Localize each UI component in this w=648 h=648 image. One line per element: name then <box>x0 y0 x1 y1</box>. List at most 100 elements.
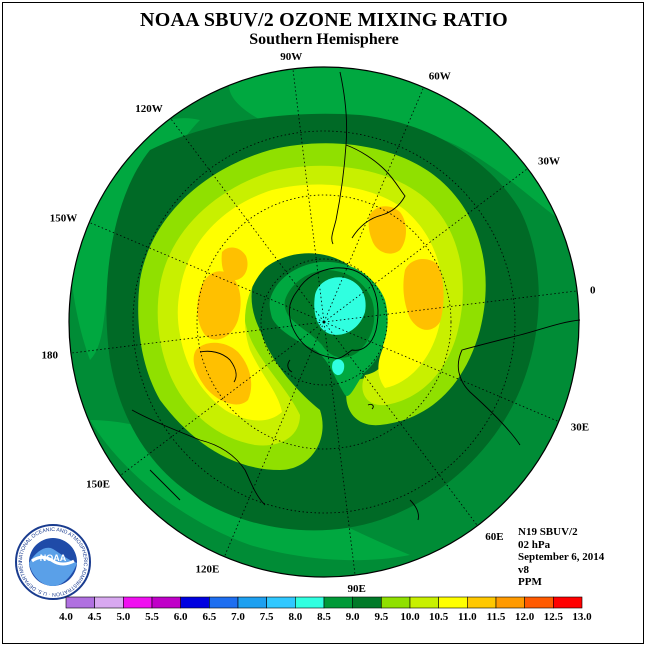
orange-patch-4 <box>368 206 406 254</box>
colorbar-label: 4.0 <box>59 611 73 623</box>
meridian-line <box>323 321 559 423</box>
cyan-core <box>314 277 366 335</box>
meridian-line <box>323 168 528 323</box>
coastline-indian-ocean-islands <box>367 403 419 521</box>
colorbar-box <box>495 596 525 609</box>
colorbar-box <box>553 596 583 609</box>
meridian-line <box>323 321 356 576</box>
meridian-line <box>170 118 325 323</box>
meridian-line <box>223 321 325 557</box>
meridian-line <box>323 321 478 526</box>
colorbar-boxes <box>65 596 583 609</box>
longitude-label: 120W <box>135 103 163 115</box>
colorbar-label: 12.0 <box>515 611 535 623</box>
chart-subtitle: Southern Hemisphere <box>249 31 399 48</box>
colorbar-labels: 4.0 4.5 5.0 5.5 6.0 6.5 7.0 7.5 8.0 8.5 9.0 9.5 10.0… <box>59 611 592 623</box>
colorbar-box <box>524 596 554 609</box>
latitude-circle-50 <box>196 194 452 450</box>
colorbar-label: 8.0 <box>288 611 302 623</box>
meridian-line <box>120 321 325 476</box>
colorbar: 4.0 4.5 5.0 5.5 6.0 6.5 7.0 7.5 8.0 8.5 9.0 9.5 10.0… <box>59 596 592 623</box>
meridian-line <box>323 290 578 323</box>
colorbar-label: 12.5 <box>544 611 564 623</box>
longitude-label: 120E <box>195 564 219 576</box>
coastline-antarctica <box>287 267 379 373</box>
colorbar-label: 5.5 <box>145 611 159 623</box>
colorbar-label: 6.0 <box>174 611 188 623</box>
info-version: v8 <box>518 563 529 576</box>
longitude-label: 30E <box>571 422 589 434</box>
colorbar-box <box>180 596 210 609</box>
colorbar-label: 6.5 <box>202 611 216 623</box>
ozone-field <box>69 67 579 577</box>
meridian-line <box>292 68 325 323</box>
longitude-label: 150E <box>86 478 110 490</box>
colorbar-box <box>409 596 439 609</box>
longitude-label: 60E <box>485 531 503 543</box>
colorbar-box <box>467 596 497 609</box>
meridian-line <box>323 87 425 323</box>
coastline-south-america <box>331 71 406 245</box>
colorbar-label: 7.5 <box>260 611 274 623</box>
colorbar-box <box>266 596 296 609</box>
longitude-label: 150W <box>50 212 78 224</box>
cyan-spot <box>332 359 345 376</box>
orange-patch-3 <box>221 247 248 281</box>
map-boundary <box>68 66 580 578</box>
colorbar-box <box>65 596 95 609</box>
colorbar-box <box>123 596 153 609</box>
longitude-labels: 90W 60W 30W 0 30E 60E 90E 120E 150E 180 150W 120W <box>42 51 597 595</box>
colorbar-label: 5.0 <box>116 611 130 623</box>
meridian-line <box>89 221 325 323</box>
meridians <box>70 68 578 576</box>
colorbar-label: 8.5 <box>317 611 331 623</box>
orange-patch-5 <box>403 258 444 330</box>
coastline-australia <box>131 409 266 506</box>
latitude-circle-30 <box>132 130 516 514</box>
colorbar-label: 11.5 <box>487 611 506 623</box>
orange-patch-1 <box>197 271 241 340</box>
logo-gull-icon <box>31 555 75 566</box>
coastline-new-zealand <box>199 350 237 383</box>
coastlines <box>131 71 581 521</box>
colorbar-box <box>323 596 353 609</box>
orange-patch-2 <box>193 342 252 405</box>
logo-text: NOAA <box>40 553 67 563</box>
longitude-label: 30W <box>538 156 560 168</box>
longitude-label: 180 <box>42 350 59 362</box>
colorbar-label: 9.0 <box>346 611 360 623</box>
colorbar-box <box>237 596 267 609</box>
noaa-logo: NATIONAL OCEANIC AND ATMOSPHERIC ADMINIS… <box>14 523 91 600</box>
colorbar-box <box>151 596 181 609</box>
colorbar-label: 9.5 <box>374 611 388 623</box>
colorbar-box <box>381 596 411 609</box>
chart-title: NOAA SBUV/2 OZONE MIXING RATIO <box>140 9 508 31</box>
colorbar-label: 11.0 <box>458 611 477 623</box>
colorbar-box <box>352 596 382 609</box>
colorbar-label: 10.0 <box>400 611 420 623</box>
latitude-circle-70 <box>260 258 388 386</box>
coastline-africa <box>457 319 581 446</box>
colorbar-label: 13.0 <box>572 611 592 623</box>
colorbar-label: 4.5 <box>88 611 102 623</box>
info-date: September 6, 2014 <box>518 551 605 563</box>
info-units: PPM <box>518 576 542 588</box>
colorbar-box <box>295 596 325 609</box>
colorbar-box <box>438 596 468 609</box>
longitude-label: 60W <box>429 70 451 82</box>
longitude-label: 90E <box>348 583 366 595</box>
longitude-label: 90W <box>280 51 302 63</box>
mid-green-region-north <box>229 67 560 220</box>
meridian-line <box>70 321 325 354</box>
graticule <box>70 68 578 576</box>
info-level: 02 hPa <box>518 538 551 551</box>
colorbar-label: 7.0 <box>231 611 245 623</box>
colorbar-box <box>209 596 239 609</box>
info-instrument: N19 SBUV/2 <box>518 526 578 538</box>
info-block: N19 SBUV/2 02 hPa September 6, 2014 v8 P… <box>518 526 604 589</box>
colorbar-box <box>94 596 124 609</box>
longitude-label: 0 <box>590 284 596 296</box>
colorbar-label: 10.5 <box>429 611 449 623</box>
